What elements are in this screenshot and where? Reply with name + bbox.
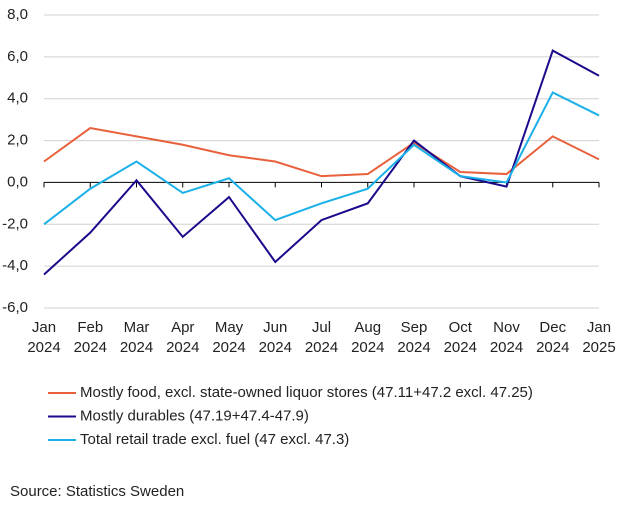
x-tick-label: Nov 2024 <box>489 319 524 356</box>
y-tick-label: -2,0 <box>2 215 28 232</box>
y-tick-label: 2,0 <box>7 132 28 149</box>
series-line <box>43 126 600 178</box>
y-tick-label: 6,0 <box>7 48 28 65</box>
legend-label: Mostly food, excl. state-owned liquor st… <box>80 384 533 401</box>
x-tick-label: Jun 2024 <box>258 319 292 356</box>
y-tick-label: -4,0 <box>2 257 28 274</box>
x-tick-label: Apr 2024 <box>166 319 200 356</box>
legend-label: Mostly durables (47.19+47.4-47.9) <box>80 407 309 424</box>
x-tick-label: Feb 2024 <box>73 319 107 356</box>
x-tick-label: May 2024 <box>212 319 246 356</box>
x-tick-label: Jan 2025 <box>582 319 616 356</box>
x-tick-label: Sep 2024 <box>397 319 431 356</box>
x-tick-label: Aug 2024 <box>351 319 385 356</box>
y-tick-label: 8,0 <box>7 6 28 23</box>
x-tick-label: Mar 2024 <box>119 319 154 356</box>
y-tick-label: 0,0 <box>7 173 28 190</box>
x-tick-label: Oct 2024 <box>443 319 477 356</box>
source: Source: Statistics Sweden <box>10 483 184 500</box>
legend-label: Total retail trade excl. fuel (47 excl. … <box>80 431 349 448</box>
x-tick-label: Dec 2024 <box>536 319 570 356</box>
series-line <box>43 49 600 276</box>
y-tick-label: -6,0 <box>2 299 28 316</box>
x-tick-label: Jan 2024 <box>27 319 61 356</box>
y-tick-label: 4,0 <box>7 90 28 107</box>
series-line <box>43 91 600 226</box>
x-tick-label: Jul 2024 <box>304 319 339 356</box>
